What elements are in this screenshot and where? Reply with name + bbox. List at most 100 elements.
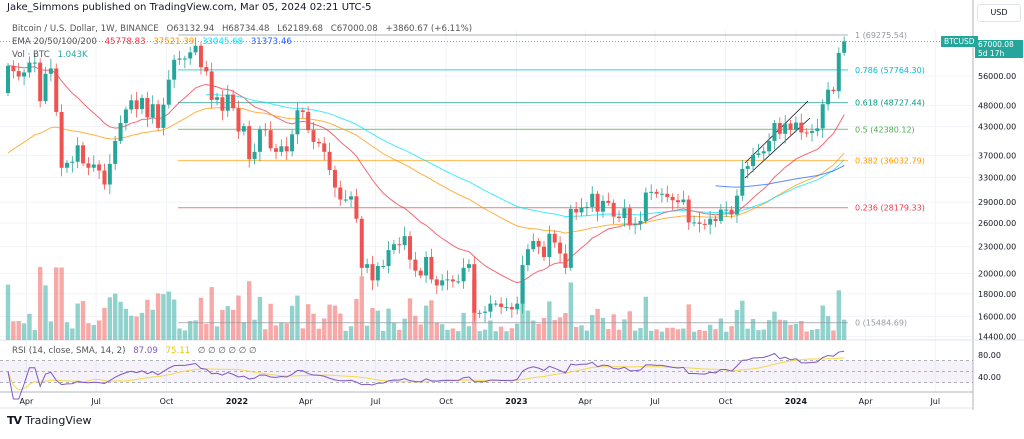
candle (466, 259, 471, 272)
time-tick-label: 2022 (226, 397, 248, 406)
candle-body (563, 253, 568, 268)
candle-body (584, 206, 589, 208)
volume-bar (204, 323, 209, 340)
volume-bar (579, 325, 584, 340)
candle (783, 115, 788, 144)
volume-bar (681, 328, 686, 340)
volume-bar (450, 328, 456, 340)
candle-body (456, 281, 461, 283)
candle-body (198, 45, 203, 68)
candle (182, 55, 187, 69)
candle (343, 189, 348, 203)
candle-body (499, 303, 504, 308)
candle-body (600, 200, 605, 212)
candle (692, 215, 697, 227)
time-tick-label: Jul (649, 397, 660, 406)
candle-body (450, 279, 455, 282)
candle-body (622, 208, 627, 219)
candle-body (654, 191, 659, 194)
candle-body (247, 126, 252, 160)
volume-bar (697, 329, 702, 340)
candle-body (477, 312, 482, 314)
candle-body (215, 97, 220, 100)
volume-bar (434, 322, 439, 340)
candle (75, 137, 80, 169)
fib-label-0.786: 0.786 (57764.30) (855, 66, 925, 75)
candle (11, 60, 16, 79)
candle (386, 241, 391, 274)
candle (424, 251, 429, 283)
volume-bar (236, 295, 241, 340)
candle-body (606, 200, 611, 203)
volume-bar (5, 284, 11, 340)
ema-legend: EMA 20/50/100/200 45778.83 37521.39 3304… (12, 37, 297, 47)
vol-label: Vol · BTC (12, 50, 50, 60)
channel-upper-line (744, 100, 809, 164)
volume-bar (80, 301, 86, 340)
ema100-value: 33045.68 (202, 37, 244, 47)
candle (166, 70, 171, 109)
candle-body (306, 111, 311, 131)
volume-bar (171, 299, 177, 340)
candles (6, 36, 847, 323)
candle (756, 143, 761, 158)
candle-body (729, 209, 734, 215)
volume-bar (632, 330, 638, 340)
footer-brand[interactable]: 𝗧𝗩 TradingView (7, 414, 92, 427)
candle-body (32, 62, 37, 64)
candle-body (568, 208, 573, 268)
ema50-line (7, 106, 845, 234)
candle-body (434, 279, 439, 286)
volume-bar (96, 320, 102, 340)
candle (734, 189, 739, 224)
volume-bar (263, 329, 268, 340)
candle-body (27, 62, 32, 73)
price-tick-label: 29000.00 (978, 198, 1016, 207)
time-tick-label: Apr (859, 397, 874, 406)
volume-bar (831, 330, 836, 340)
candle (188, 46, 193, 65)
candle (745, 161, 750, 179)
candle-body (145, 97, 150, 118)
volume-bar (772, 311, 777, 340)
ema20-value: 45778.83 (104, 37, 146, 47)
volume-bar (793, 323, 799, 340)
candle (284, 136, 289, 160)
candle-body (188, 52, 193, 59)
volume-bar (257, 296, 263, 340)
candle (799, 113, 804, 140)
candle (740, 159, 745, 201)
candle-body (627, 208, 632, 225)
candle-body (284, 146, 289, 152)
volume-bar (220, 310, 225, 340)
currency-button[interactable]: USD (977, 4, 1021, 22)
candle (263, 122, 268, 137)
brand-name: TradingView (25, 414, 92, 427)
candle (670, 193, 675, 210)
candle (150, 95, 155, 124)
candle-body (520, 265, 525, 304)
candle-body (788, 123, 793, 130)
candle-body (156, 104, 161, 128)
volume-bar (525, 310, 531, 340)
ema200-value: 31373.46 (250, 37, 292, 47)
ema50-value: 37521.39 (153, 37, 195, 47)
volume-bars (5, 266, 847, 340)
candle-body (676, 200, 680, 203)
candle-body (140, 97, 144, 110)
candle-body (617, 216, 622, 219)
candle-body (670, 196, 675, 201)
candle-body (54, 68, 59, 112)
last-price-tag: 67000.08 5d 17h (975, 40, 1023, 58)
volume-bar (456, 331, 461, 340)
volume-bar (407, 298, 413, 340)
price-tick-label: 23000.00 (978, 243, 1016, 252)
candle (225, 84, 230, 117)
candle-body (842, 41, 847, 53)
candle-body (86, 163, 91, 168)
candle (483, 306, 488, 323)
candle (777, 117, 782, 139)
time-tick-label: Oct (160, 397, 174, 406)
time-tick-label: 2024 (785, 397, 808, 406)
